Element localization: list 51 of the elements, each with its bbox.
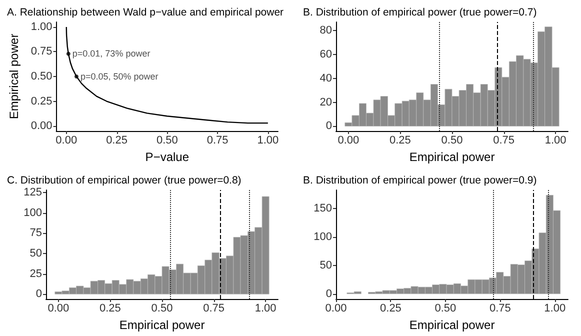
x-tick-label: 0.75 — [493, 134, 514, 146]
x-tick-label: 0.75 — [206, 134, 228, 146]
x-axis-title: P−value — [145, 150, 190, 164]
x-tick-label: 1.00 — [254, 302, 276, 314]
x-tick-label: 0.25 — [380, 302, 402, 314]
y-tick-label: 0 — [326, 288, 332, 300]
annotation: p=0.01, 73% power — [72, 48, 150, 59]
y-axis-title: Empirical power — [7, 34, 21, 120]
x-tick-label: 0.00 — [56, 134, 78, 146]
x-tick-label: 1.00 — [544, 302, 566, 314]
y-tick-label: 0.50 — [30, 70, 52, 82]
y-tick-label: 0 — [326, 120, 332, 132]
y-tick-label: 75 — [30, 227, 42, 240]
x-axis-title: Empirical power — [409, 318, 495, 332]
x-tick-label: 0.25 — [390, 134, 411, 146]
chart-title: B. Distribution of empirical power (true power=0.7) — [303, 6, 537, 18]
chart-title: C. Distribution of empirical power (true power=0.8) — [7, 174, 242, 186]
x-tick-label: 0.00 — [338, 134, 360, 146]
y-tick-label: 150 — [314, 202, 332, 214]
y-tick-label: 100 — [314, 230, 332, 243]
y-tick-label: 0.75 — [30, 46, 52, 58]
chart-title: B. Distribution of empirical power (true power=0.9) — [303, 174, 537, 186]
x-tick-label: 1.00 — [257, 134, 279, 146]
y-tick-label: 125 — [24, 186, 42, 198]
y-tick-label: 40 — [320, 72, 332, 84]
y-tick-label: 0 — [36, 288, 42, 300]
y-tick-label: 100 — [24, 206, 42, 219]
y-tick-label: 0.00 — [30, 120, 52, 132]
y-tick-label: 0.25 — [30, 95, 52, 108]
x-tick-label: 0.50 — [434, 302, 456, 314]
line-series — [66, 26, 269, 124]
x-tick-label: 0.25 — [100, 302, 121, 314]
x-axis-title: Empirical power — [119, 318, 205, 332]
x-tick-label: 1.00 — [544, 134, 566, 146]
y-tick-label: 80 — [320, 24, 332, 36]
x-tick-label: 0.50 — [441, 134, 463, 146]
y-tick-label: 60 — [320, 48, 332, 60]
x-tick-label: 0.00 — [48, 302, 70, 314]
y-tick-label: 50 — [30, 247, 42, 260]
y-tick-label: 25 — [30, 268, 42, 280]
x-axis-title: Empirical power — [409, 150, 495, 164]
x-tick-label: 0.50 — [156, 134, 178, 146]
annotation: p=0.05, 50% power — [80, 72, 158, 82]
x-tick-label: 0.50 — [151, 302, 173, 314]
x-tick-label: 0.75 — [203, 302, 224, 314]
y-tick-label: 20 — [320, 96, 332, 108]
x-tick-label: 0.25 — [106, 134, 128, 146]
y-tick-label: 1.00 — [30, 20, 52, 33]
x-tick-label: 0.75 — [489, 302, 511, 314]
chart-title: A. Relationship between Wald p−value and empirical power — [7, 6, 284, 18]
y-tick-label: 50 — [320, 259, 332, 272]
